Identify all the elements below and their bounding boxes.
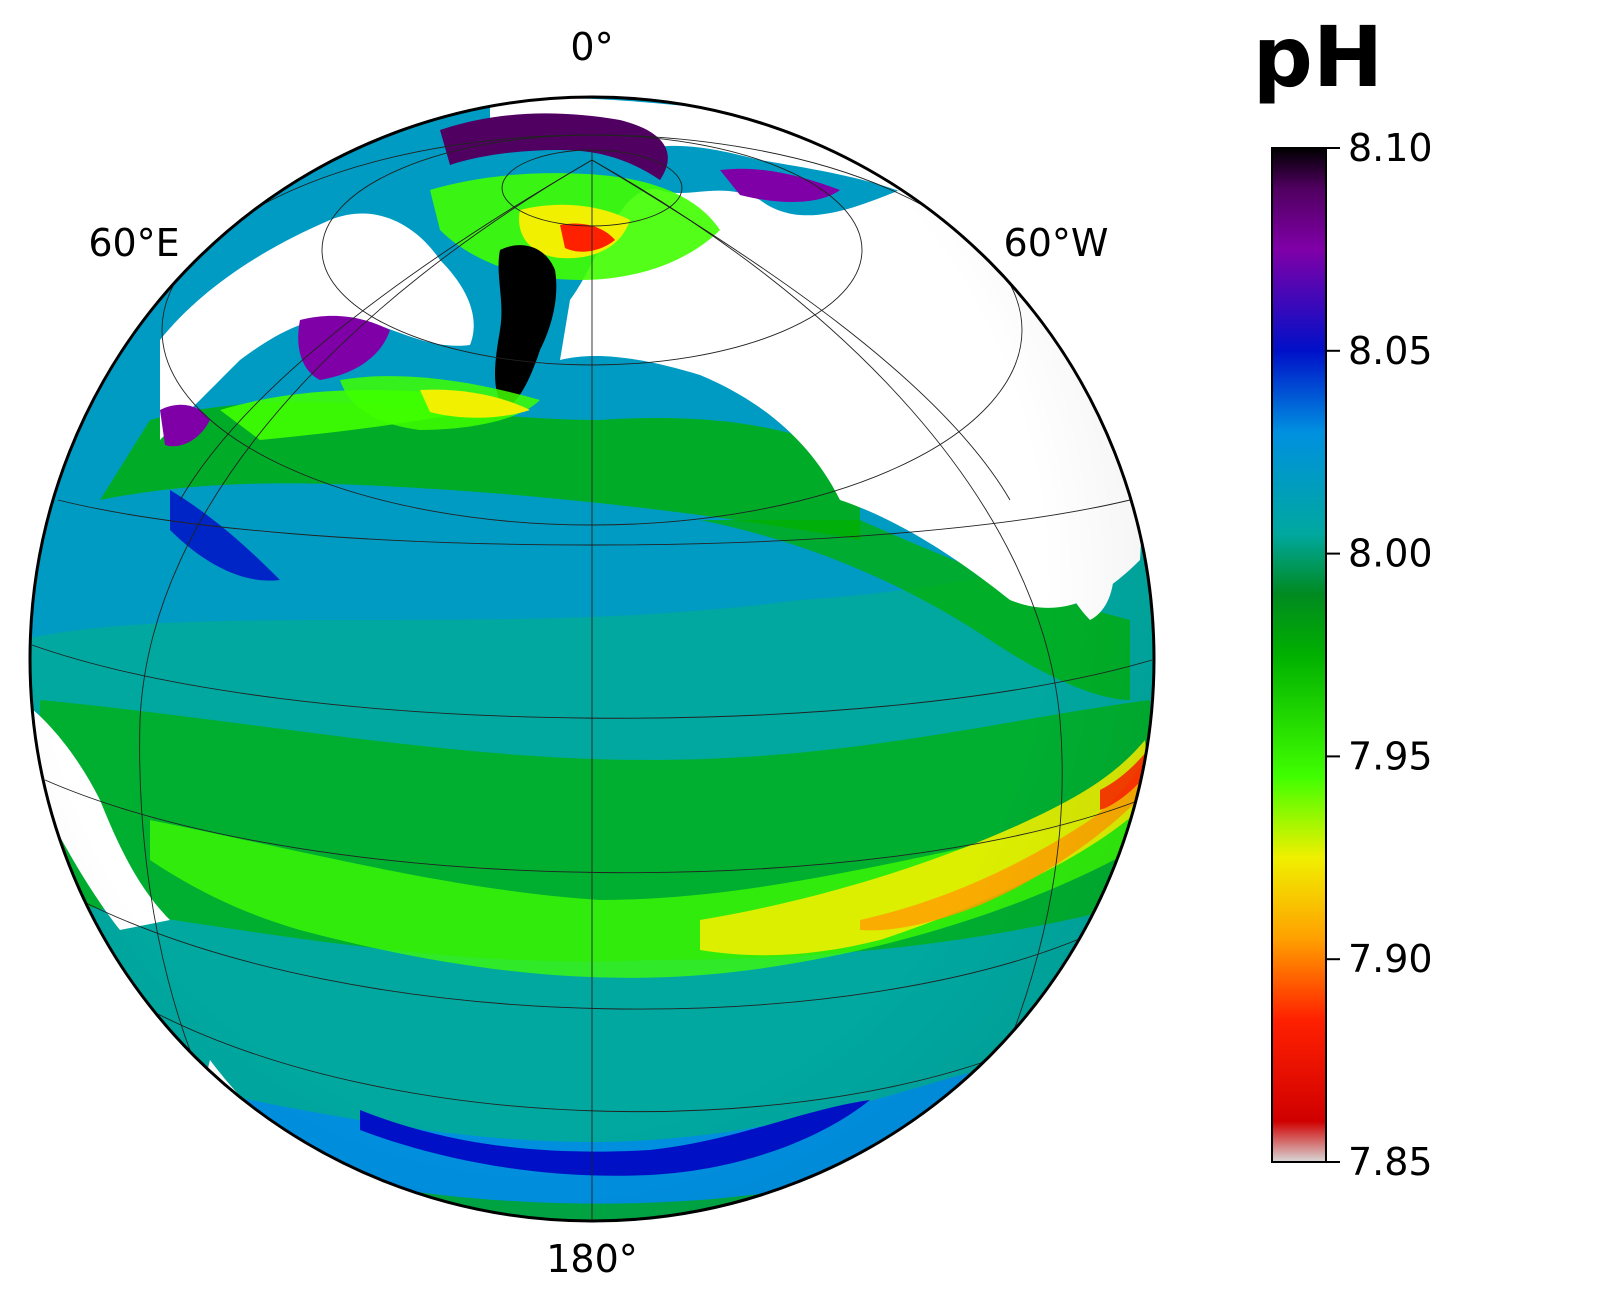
colorbar-tick-label: 8.05 — [1348, 329, 1433, 373]
meridian-label-right: 60°W — [1004, 221, 1109, 265]
colorbar-tick-label: 7.95 — [1348, 734, 1433, 778]
latitude-circle-0 — [44, 779, 1141, 874]
colorbar: 8.10 8.05 8.00 7.95 7.90 7.85 — [1271, 126, 1433, 1184]
meridian-120w — [591, 159, 1011, 501]
colorbar-bar — [1271, 147, 1327, 1163]
globe-outline — [28, 95, 1156, 1223]
latitude-circle-30n — [149, 1009, 1041, 1112]
colorbar-tick-label: 7.90 — [1348, 937, 1433, 981]
colorbar-title: pH — [1253, 8, 1383, 106]
colorbar-tick-label: 8.10 — [1348, 126, 1433, 170]
shade-overlay — [30, 97, 1154, 1221]
meridian-120e — [179, 159, 593, 501]
latitude-circle-30s — [57, 499, 1131, 546]
latitude-circle-15s — [31, 644, 1153, 719]
colorbar-ticks: 8.10 8.05 8.00 7.95 7.90 7.85 — [1326, 126, 1433, 1184]
globe — [30, 97, 1154, 1221]
meridian-label-bottom: 180° — [546, 1237, 638, 1281]
meridian-label-top: 0° — [570, 25, 613, 69]
meridian-60e — [139, 159, 593, 1181]
colorbar-tick-label: 7.85 — [1348, 1140, 1433, 1184]
latitude-circle-15n — [79, 899, 1101, 1010]
meridian-label-left: 60°E — [88, 221, 179, 265]
colorbar-tick-label: 8.00 — [1348, 532, 1433, 576]
